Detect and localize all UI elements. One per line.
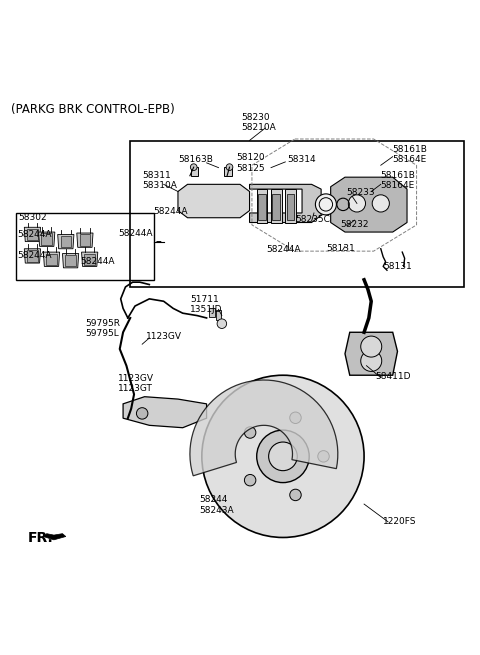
Polygon shape <box>190 380 338 476</box>
Bar <box>46 253 57 265</box>
Text: 58131: 58131 <box>383 263 412 271</box>
Circle shape <box>244 474 256 486</box>
Circle shape <box>202 375 364 538</box>
Bar <box>216 310 221 320</box>
Bar <box>130 141 464 287</box>
Circle shape <box>217 319 227 328</box>
Text: 59795R
59795L: 59795R 59795L <box>85 319 120 338</box>
Circle shape <box>244 427 256 438</box>
Polygon shape <box>62 253 79 268</box>
Text: (PARKG BRK CONTROL-EPB): (PARKG BRK CONTROL-EPB) <box>11 103 175 116</box>
Polygon shape <box>24 249 40 263</box>
Circle shape <box>191 164 197 170</box>
Bar <box>16 213 154 280</box>
Polygon shape <box>82 252 98 267</box>
Text: 58244A: 58244A <box>153 207 188 216</box>
Circle shape <box>318 451 329 462</box>
Bar <box>60 236 71 248</box>
Polygon shape <box>43 252 60 267</box>
Circle shape <box>372 195 389 212</box>
Bar <box>41 233 52 245</box>
Circle shape <box>290 489 301 500</box>
Bar <box>287 194 294 220</box>
Polygon shape <box>123 397 206 428</box>
Text: 58230
58210A: 58230 58210A <box>242 113 276 132</box>
Bar <box>191 167 199 176</box>
Text: 1220FS: 1220FS <box>383 517 417 526</box>
Polygon shape <box>43 534 66 540</box>
Bar <box>27 250 37 261</box>
Text: 1123GV: 1123GV <box>145 331 181 341</box>
Polygon shape <box>38 232 55 246</box>
Bar <box>65 255 76 267</box>
Bar <box>80 234 90 246</box>
Text: 1123GV
1123GT: 1123GV 1123GT <box>118 373 154 393</box>
Text: 58244A: 58244A <box>118 229 153 238</box>
Circle shape <box>361 336 382 357</box>
Text: FR.: FR. <box>28 531 53 546</box>
Polygon shape <box>77 233 93 248</box>
Text: 58411D: 58411D <box>375 371 410 381</box>
Text: 58244A: 58244A <box>17 231 52 240</box>
Text: 58131: 58131 <box>326 244 355 253</box>
Bar <box>224 167 232 176</box>
Bar <box>273 194 280 220</box>
Circle shape <box>348 195 365 212</box>
Circle shape <box>315 194 336 215</box>
Bar <box>209 308 215 318</box>
Circle shape <box>226 164 233 170</box>
Text: 58244A: 58244A <box>80 257 115 266</box>
Text: 58244A: 58244A <box>17 252 52 261</box>
Bar <box>257 189 267 223</box>
Text: 58163B: 58163B <box>178 155 213 164</box>
Bar <box>285 189 296 223</box>
Circle shape <box>257 430 309 483</box>
Text: 58120
58125: 58120 58125 <box>237 153 265 172</box>
Polygon shape <box>331 177 407 232</box>
Polygon shape <box>178 184 250 217</box>
Text: 58244
58243A: 58244 58243A <box>199 495 233 515</box>
Text: 58244A: 58244A <box>266 245 301 254</box>
Text: 58235C: 58235C <box>295 215 330 224</box>
Circle shape <box>136 407 148 419</box>
Polygon shape <box>58 234 74 249</box>
Circle shape <box>290 412 301 424</box>
Polygon shape <box>345 332 397 375</box>
Bar <box>27 229 37 240</box>
Text: 58232: 58232 <box>340 220 369 229</box>
Text: 51711
1351JD: 51711 1351JD <box>191 295 223 314</box>
Bar <box>84 253 95 265</box>
Polygon shape <box>250 184 321 223</box>
Circle shape <box>361 350 382 371</box>
Text: 58311
58310A: 58311 58310A <box>142 171 177 190</box>
Text: 58161B
58164E: 58161B 58164E <box>393 145 428 164</box>
Circle shape <box>269 442 297 471</box>
Bar <box>258 194 266 220</box>
Text: 58233: 58233 <box>347 188 375 197</box>
Text: 58161B
58164E: 58161B 58164E <box>381 171 416 190</box>
Text: 58302: 58302 <box>18 214 47 222</box>
Polygon shape <box>24 227 40 242</box>
Text: 58314: 58314 <box>288 155 316 164</box>
Bar <box>271 189 281 223</box>
